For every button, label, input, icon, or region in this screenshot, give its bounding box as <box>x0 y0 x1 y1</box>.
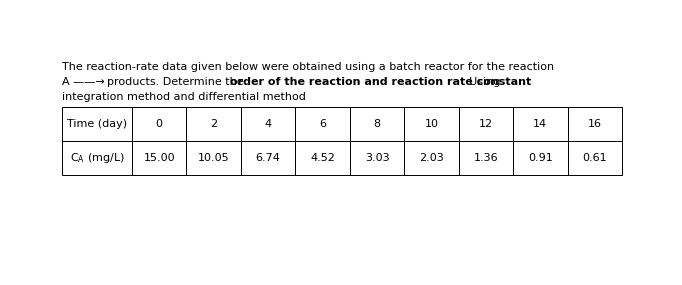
Text: 0: 0 <box>155 119 163 129</box>
Text: 4: 4 <box>265 119 271 129</box>
Text: 10: 10 <box>424 119 439 129</box>
Text: 0.61: 0.61 <box>582 153 607 163</box>
Bar <box>186 141 241 175</box>
Text: 8: 8 <box>374 119 381 129</box>
Bar <box>132 107 186 141</box>
Text: $\mathregular{C_A}$ (mg/L): $\mathregular{C_A}$ (mg/L) <box>70 151 124 165</box>
Bar <box>459 141 513 175</box>
Text: 6: 6 <box>319 119 326 129</box>
Text: order of the reaction and reaction rate constant: order of the reaction and reaction rate … <box>230 77 531 87</box>
Text: 6.74: 6.74 <box>256 153 280 163</box>
Bar <box>513 107 567 141</box>
Text: 14: 14 <box>533 119 548 129</box>
Text: . Using: . Using <box>462 77 501 87</box>
Bar <box>567 141 622 175</box>
Bar <box>241 141 295 175</box>
Text: 0.91: 0.91 <box>528 153 552 163</box>
Text: 1.36: 1.36 <box>473 153 499 163</box>
Bar <box>404 141 459 175</box>
Bar <box>513 141 567 175</box>
Bar <box>295 141 350 175</box>
Text: A ——→: A ——→ <box>62 77 105 87</box>
Text: 12: 12 <box>479 119 493 129</box>
Bar <box>567 107 622 141</box>
Bar <box>295 107 350 141</box>
Text: 4.52: 4.52 <box>310 153 335 163</box>
Text: 10.05: 10.05 <box>198 153 229 163</box>
Text: 2.03: 2.03 <box>419 153 444 163</box>
Bar <box>350 141 404 175</box>
Text: Time (day): Time (day) <box>67 119 127 129</box>
Bar <box>241 107 295 141</box>
Bar <box>350 107 404 141</box>
Text: 16: 16 <box>588 119 602 129</box>
Text: integration method and differential method: integration method and differential meth… <box>62 92 306 102</box>
Text: 3.03: 3.03 <box>365 153 389 163</box>
Text: 2: 2 <box>210 119 218 129</box>
Text: The reaction-rate data given below were obtained using a batch reactor for the r: The reaction-rate data given below were … <box>62 62 554 72</box>
Bar <box>186 107 241 141</box>
Bar <box>62 107 132 141</box>
Bar <box>459 107 513 141</box>
Text: 15.00: 15.00 <box>143 153 175 163</box>
Text: products. Determine the: products. Determine the <box>100 77 247 87</box>
Bar <box>62 141 132 175</box>
Bar <box>404 107 459 141</box>
Bar <box>132 141 186 175</box>
